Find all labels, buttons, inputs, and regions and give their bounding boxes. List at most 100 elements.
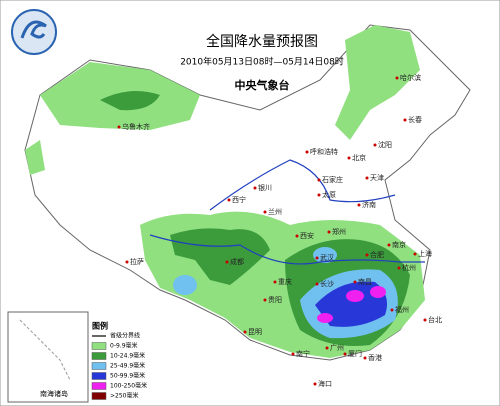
- city-label: 福州: [395, 305, 409, 314]
- city-label: 郑州: [332, 228, 346, 236]
- legend-label: 50-99.9毫米: [110, 372, 145, 380]
- city-label: 长沙: [320, 279, 334, 288]
- rain-area: [100, 91, 160, 111]
- city-label: 合肥: [370, 250, 384, 259]
- city-dot: [397, 266, 401, 270]
- city-dot: [263, 210, 267, 214]
- rain-areas: [25, 25, 425, 358]
- city-dot: [295, 234, 299, 238]
- city-dot: [357, 203, 361, 207]
- city-dot: [291, 352, 295, 356]
- city-dot: [243, 330, 247, 334]
- city-label: 西宁: [232, 195, 246, 204]
- legend-label: 0-9.9毫米: [110, 342, 138, 350]
- city-label: 石家庄: [322, 175, 343, 184]
- legend-label: >250毫米: [110, 392, 138, 400]
- city-dot: [365, 253, 369, 257]
- rain-area: [313, 247, 337, 263]
- river: [149, 234, 425, 265]
- city-label: 台北: [428, 315, 442, 324]
- city-label: 北京: [352, 153, 366, 162]
- city-dot: [387, 243, 391, 247]
- rain-area: [370, 286, 386, 298]
- legend-swatch: [91, 362, 107, 370]
- legend-swatch: [91, 342, 107, 350]
- legend-swatch: [91, 352, 107, 360]
- city-dot: [413, 252, 417, 256]
- city-label: 南京: [392, 240, 406, 249]
- city-label: 厦门: [348, 349, 362, 358]
- city-label: 长春: [408, 115, 422, 124]
- city-label: 上海: [418, 249, 432, 258]
- city-label: 武汉: [320, 253, 334, 262]
- city-label: 香港: [368, 353, 382, 362]
- city-label: 西安: [300, 231, 314, 240]
- city-label: 海口: [318, 379, 332, 388]
- legend-swatch: [91, 382, 107, 390]
- city-dot: [327, 230, 331, 234]
- city-dot: [273, 280, 277, 284]
- city-dot: [313, 382, 317, 386]
- city-label: 重庆: [278, 277, 292, 286]
- city-dot: [227, 198, 231, 202]
- city-dot: [403, 118, 407, 122]
- legend-label: 10-24.9毫米: [110, 352, 145, 360]
- city-label: 成都: [230, 257, 244, 266]
- agency: 中央气象台: [235, 78, 290, 92]
- city-label: 杭州: [402, 263, 416, 272]
- city-label: 太原: [322, 190, 336, 199]
- city-label: 银川: [258, 183, 272, 192]
- inset-box: [7, 311, 89, 403]
- inset-label: 南海诸岛: [40, 389, 68, 398]
- city-label: 呼和浩特: [310, 147, 338, 156]
- city-label: 拉萨: [130, 257, 144, 266]
- title: 全国降水量预报图: [206, 33, 318, 50]
- city-dot: [395, 76, 399, 80]
- city-dot: [225, 260, 229, 264]
- city-dot: [315, 256, 319, 260]
- city-dot: [390, 308, 394, 312]
- rain-area: [173, 275, 197, 295]
- city-label: 天津: [370, 174, 384, 182]
- city-dot: [343, 352, 347, 356]
- city-dot: [253, 186, 257, 190]
- city-label: 兰州: [268, 207, 282, 216]
- city-dot: [325, 346, 329, 350]
- city-dot: [315, 282, 319, 286]
- city-label: 贵阳: [268, 295, 282, 304]
- legend-swatch: [91, 392, 107, 400]
- rain-area: [346, 290, 364, 302]
- rain-area: [335, 25, 420, 140]
- emblem-swirl: [20, 20, 47, 39]
- subtitle: 2010年05月13日08时—05月14日08时: [180, 56, 344, 68]
- city-dot: [317, 193, 321, 197]
- city-dot: [117, 125, 121, 129]
- city-dot: [305, 150, 309, 154]
- rain-area: [170, 228, 270, 285]
- legend-title: 图例: [92, 321, 108, 331]
- city-label: 哈尔滨: [400, 73, 421, 82]
- city-label: 南宁: [296, 349, 310, 358]
- rain-area: [315, 281, 388, 327]
- city-dot: [363, 356, 367, 360]
- city-label: 乌鲁木齐: [122, 122, 150, 131]
- legend-label: 省级分界线: [110, 332, 140, 340]
- legend-label: 100-250毫米: [110, 382, 147, 390]
- rain-area: [317, 313, 333, 323]
- city-label: 济南: [362, 200, 376, 209]
- city-dot: [125, 260, 129, 264]
- inset-boundary: [19, 319, 71, 381]
- rain-area: [25, 140, 45, 175]
- city-dot: [347, 156, 351, 160]
- city-dot: [317, 178, 321, 182]
- city-label: 昆明: [248, 328, 262, 336]
- city-dot: [263, 298, 267, 302]
- city-dot: [423, 318, 427, 322]
- city-label: 南昌: [358, 277, 372, 286]
- legend-label: 25-49.9毫米: [110, 362, 145, 370]
- city-dot: [365, 176, 369, 180]
- city-dot: [353, 280, 357, 284]
